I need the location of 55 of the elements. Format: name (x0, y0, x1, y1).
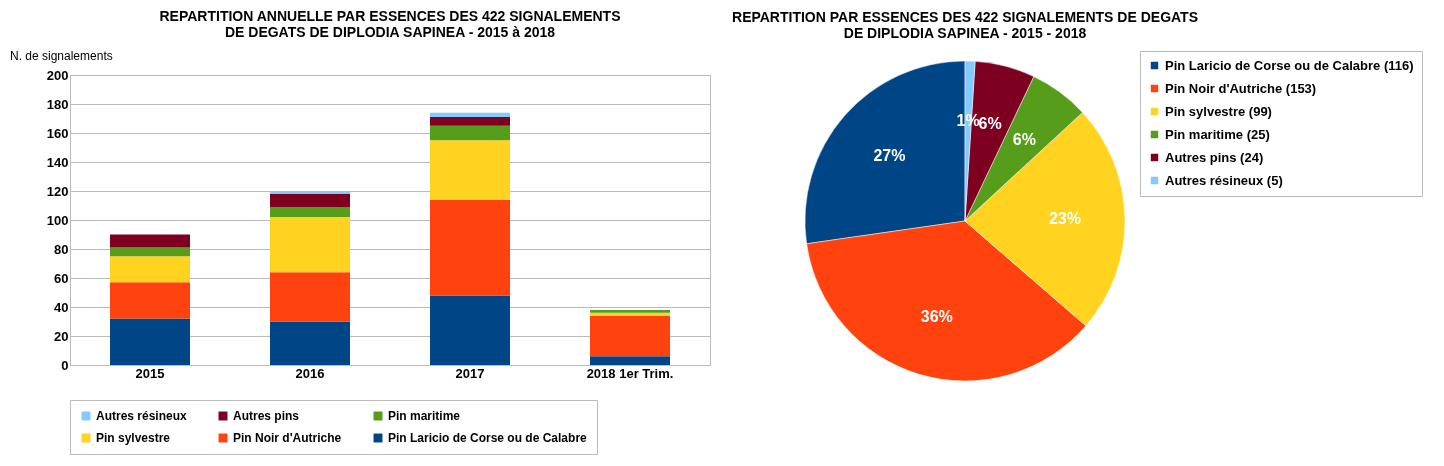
bar (590, 356, 670, 365)
data-label: 6% (978, 115, 1002, 133)
legend-label: Pin maritime (25) (1165, 126, 1270, 142)
bar (110, 256, 190, 283)
legend-label: Pin Noir d'Autriche (233, 431, 342, 445)
bar (430, 125, 510, 141)
chart-title: REPARTITION PAR ESSENCES DES 422 SIGNALEMENTS DE DEGATS DE DIPLODIA SAPINEA - 2015 - 2018 (732, 8, 1198, 41)
y-tick-label: 0 (61, 357, 69, 373)
data-label: 36% (920, 307, 953, 325)
bar (270, 206, 350, 218)
data-label: 6% (1012, 131, 1036, 149)
bar (110, 318, 190, 365)
legend-label: Pin sylvestre (96, 431, 171, 445)
legend-label: Pin Laricio de Corse ou de Calabre (116) (1165, 57, 1414, 73)
data-label: 1% (956, 112, 980, 130)
chart-title: REPARTITION ANNUELLE PAR ESSENCES DES 422 SIGNALEMENTS DE DEGATS DE DIPLODIA SAPINEA - 2015 à 2018 (159, 8, 621, 40)
x-tick-label: 2017 (455, 365, 485, 381)
bar (270, 321, 350, 365)
legend-label: Pin sylvestre (99) (1165, 103, 1272, 119)
legend-label: Autres pins (233, 409, 300, 423)
y-tick-label: 180 (46, 96, 69, 112)
bar (430, 199, 510, 296)
bar (430, 295, 510, 365)
y-tick-label: 160 (46, 125, 69, 141)
data-label: 27% (873, 146, 906, 164)
bar (270, 193, 350, 207)
bar (430, 117, 510, 126)
legend-label: Autres pins (24) (1165, 149, 1264, 165)
legend-label: Autres résineux (96, 409, 188, 423)
y-tick-label: 140 (46, 154, 69, 170)
y-tick-label: 20 (54, 328, 69, 344)
bar (110, 282, 190, 319)
legend-label: Pin Laricio de Corse ou de Calabre (388, 431, 588, 445)
bar (270, 272, 350, 322)
y-tick-label: 100 (46, 212, 69, 228)
bar (590, 315, 670, 357)
bar (270, 191, 350, 194)
y-tick-label: 200 (46, 67, 69, 83)
y-tick-label: 80 (54, 241, 69, 257)
x-tick-label: 2015 (135, 365, 165, 381)
y-tick-label: 60 (54, 270, 69, 286)
bar (430, 112, 510, 118)
data-label: 23% (1048, 210, 1081, 228)
legend-label: Pin Noir d'Autriche (153) (1165, 80, 1317, 96)
bar (110, 247, 190, 257)
x-tick-label: 2016 (295, 365, 325, 381)
y-tick-label: 120 (46, 183, 69, 199)
bar (430, 140, 510, 200)
legend-label: Autres résineux (5) (1165, 172, 1283, 188)
bar (270, 217, 350, 273)
y-axis-title: N. de signalements (10, 49, 113, 63)
y-tick-label: 40 (54, 299, 69, 315)
legend-label: Pin maritime (388, 409, 461, 423)
bar (110, 234, 190, 248)
x-tick-label: 2018 1er Trim. (586, 365, 674, 381)
